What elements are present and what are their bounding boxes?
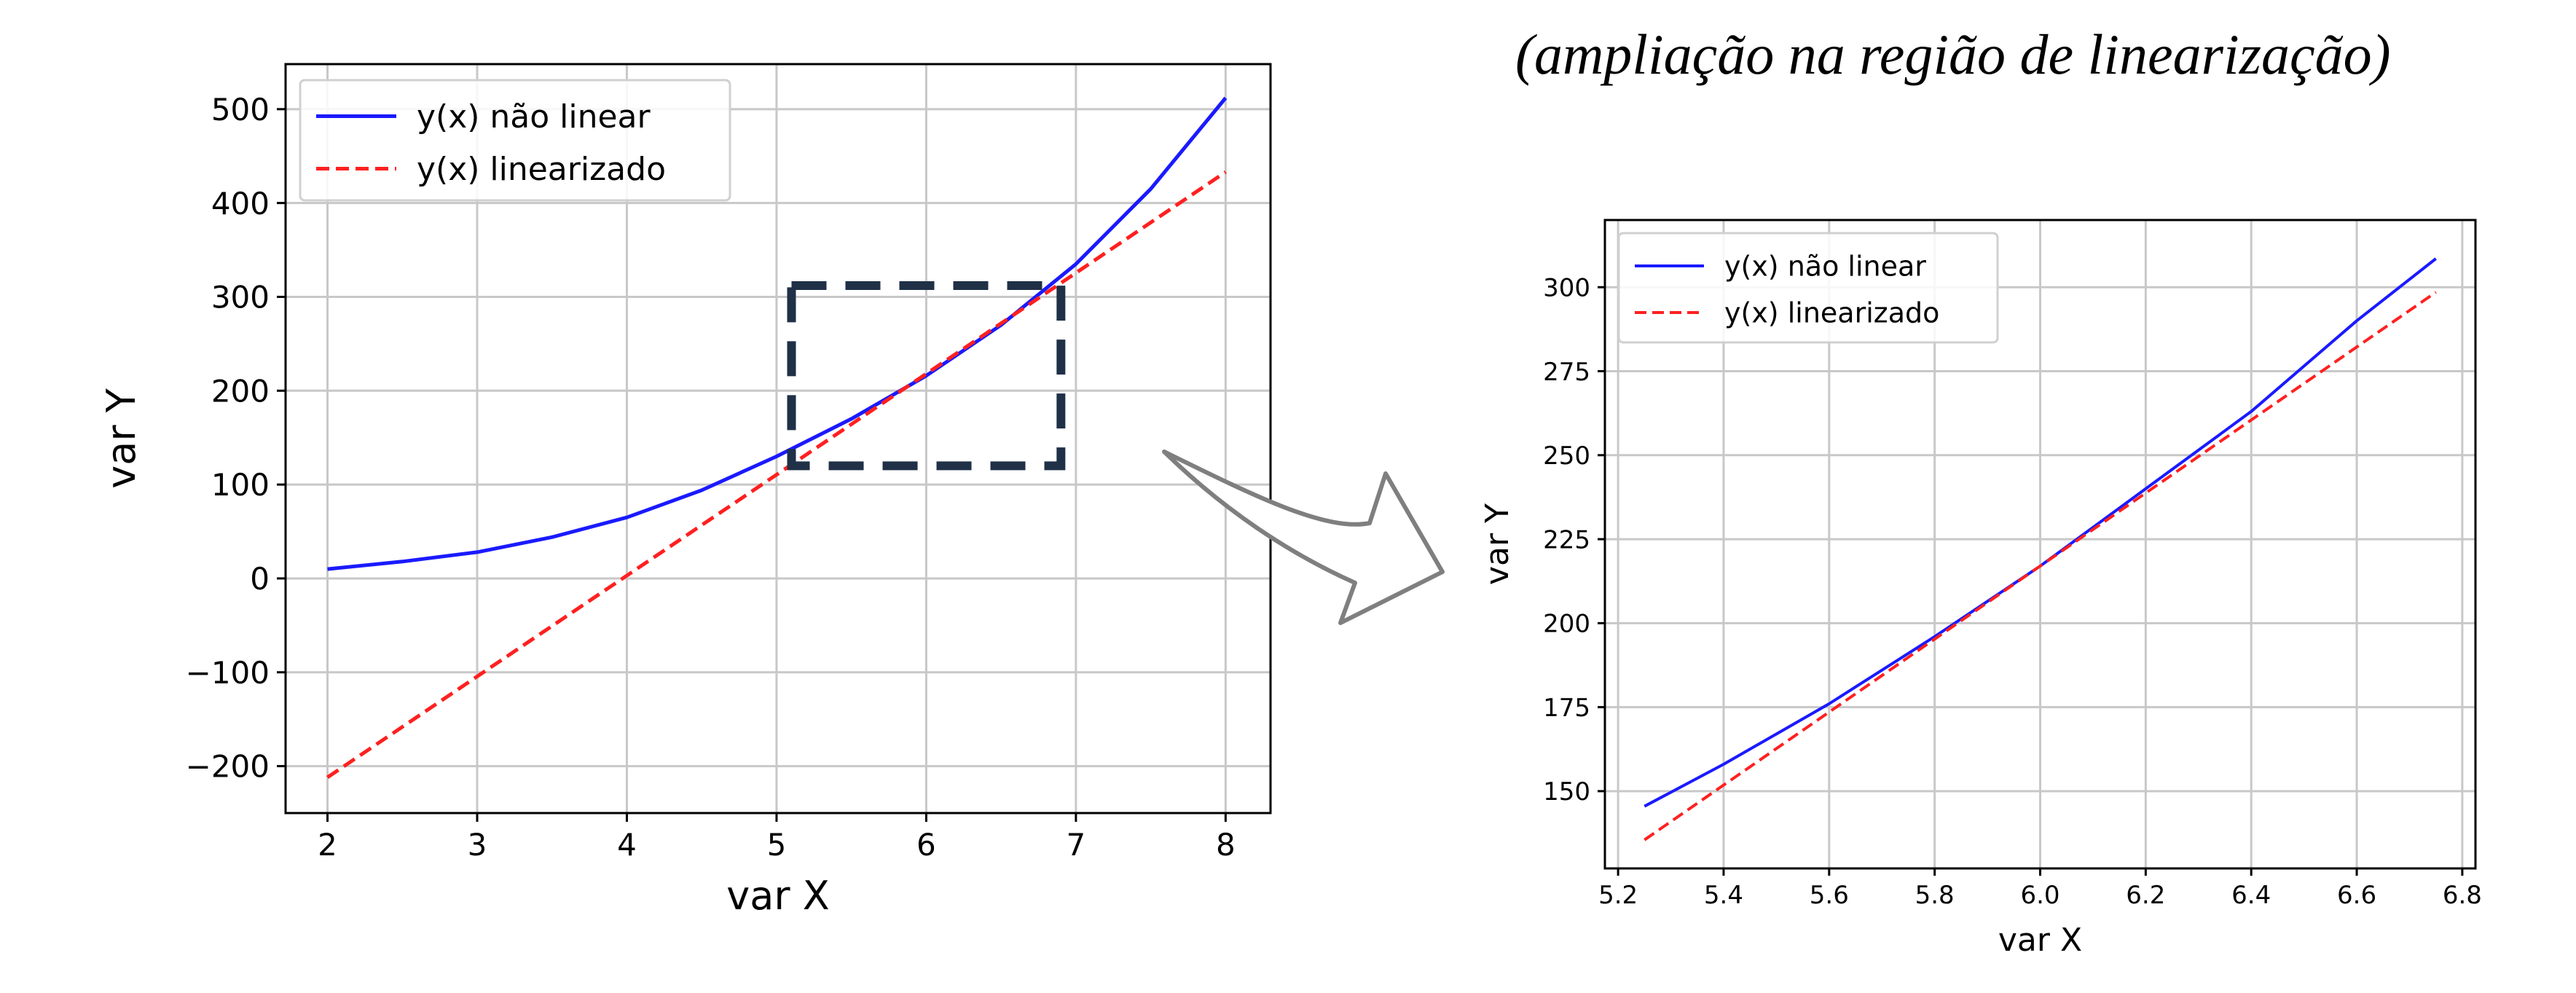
y-tick-label: 225 bbox=[1543, 525, 1590, 554]
x-tick-label: 6.0 bbox=[2020, 881, 2059, 910]
y-tick-label: 300 bbox=[1543, 273, 1590, 302]
y-tick-label: 200 bbox=[211, 373, 270, 409]
x-axis-title: var X bbox=[1998, 922, 2082, 959]
x-tick-label: 6.8 bbox=[2443, 881, 2482, 910]
y-tick-label: 500 bbox=[211, 92, 270, 127]
x-tick-label: 6.4 bbox=[2231, 881, 2271, 910]
x-tick-label: 6 bbox=[916, 827, 936, 863]
y-tick-label: 275 bbox=[1543, 358, 1590, 387]
y-tick-label: 200 bbox=[1543, 610, 1590, 639]
y-tick-label: 100 bbox=[211, 467, 270, 503]
y-tick-label: 300 bbox=[211, 280, 270, 315]
y-tick-label: −200 bbox=[186, 749, 270, 785]
legend-label: y(x) não linear bbox=[417, 98, 651, 136]
y-tick-label: 0 bbox=[250, 561, 270, 597]
zoom-region-rectangle bbox=[787, 281, 1066, 471]
x-tick-label: 8 bbox=[1216, 827, 1236, 863]
legend-label: y(x) não linear bbox=[1724, 250, 1926, 282]
zoom-caption: (ampliação na região de linearização) bbox=[1515, 23, 2391, 86]
y-tick-label: 175 bbox=[1543, 694, 1590, 723]
x-axis-title: var X bbox=[726, 873, 829, 919]
legend-label: y(x) linearizado bbox=[417, 151, 666, 188]
y-tick-label: 150 bbox=[1543, 777, 1590, 806]
legend-box bbox=[1617, 232, 1999, 344]
plot-frame bbox=[284, 63, 1272, 815]
zoom-chart: 5.2 5.4 5.6 5.8 6.0 6.2 6.4 6.6 6.8 150 175 200 225 2… bbox=[1479, 219, 2482, 959]
zoom-arrow bbox=[1162, 450, 1445, 625]
y-tick-label: −100 bbox=[186, 655, 270, 691]
x-tick-label: 7 bbox=[1067, 827, 1086, 863]
x-tick-label: 2 bbox=[318, 827, 337, 863]
legend-label: y(x) linearizado bbox=[1724, 297, 1939, 329]
series-line-linearizado bbox=[326, 170, 1227, 780]
x-tick-label: 5.2 bbox=[1598, 881, 1638, 910]
main-chart: 2 3 4 5 6 7 8 −200 −100 0 100 200 300 400 500 y(x) não … bbox=[98, 63, 1272, 919]
x-tick-label: 3 bbox=[468, 827, 487, 863]
x-tick-label: 5.4 bbox=[1704, 881, 1743, 910]
y-tick-label: 400 bbox=[211, 186, 270, 221]
plot-frame bbox=[1603, 219, 2477, 870]
x-tick-label: 4 bbox=[617, 827, 637, 863]
series-line-linearizado bbox=[1644, 291, 2437, 841]
x-tick-label: 5 bbox=[767, 827, 787, 863]
legend-box bbox=[299, 79, 731, 202]
y-axis-title: var Y bbox=[98, 388, 144, 488]
x-tick-label: 6.2 bbox=[2126, 881, 2165, 910]
y-axis-title: var Y bbox=[1479, 503, 1516, 585]
x-tick-label: 5.6 bbox=[1810, 881, 1849, 910]
x-tick-label: 5.8 bbox=[1915, 881, 1955, 910]
y-tick-label: 250 bbox=[1543, 441, 1590, 471]
x-tick-label: 6.6 bbox=[2337, 881, 2376, 910]
series-line-nao-linear bbox=[327, 96, 1228, 571]
